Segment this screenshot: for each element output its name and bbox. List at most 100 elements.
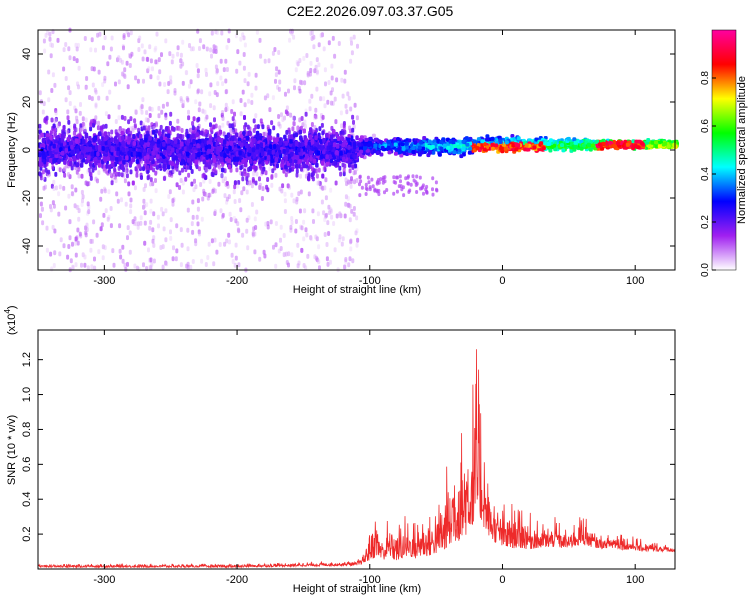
- heat-cell: [79, 102, 82, 107]
- heat-cell: [207, 148, 211, 154]
- heat-cell: [337, 237, 341, 243]
- heat-cell: [300, 164, 304, 170]
- heat-cell: [46, 30, 50, 36]
- heat-cell: [254, 225, 258, 230]
- heat-cell: [149, 155, 154, 161]
- heat-cell: [110, 35, 114, 41]
- heat-cell: [133, 263, 137, 269]
- heat-cell: [296, 61, 300, 67]
- heat-cell: [234, 160, 239, 166]
- heat-cell: [149, 74, 153, 80]
- heat-cell: [71, 241, 74, 247]
- heat-cell: [238, 150, 242, 156]
- heat-cell: [316, 150, 321, 156]
- heat-cell: [86, 265, 90, 271]
- heat-cell: [222, 67, 226, 73]
- heat-cell: [282, 252, 286, 258]
- heat-cell: [302, 55, 306, 61]
- heat-cell: [328, 259, 332, 265]
- heat-cell: [45, 247, 49, 253]
- heat-cell: [156, 75, 160, 81]
- heat-cell: [76, 227, 80, 233]
- heat-cell: [344, 201, 348, 207]
- heat-cell: [243, 115, 246, 120]
- heat-cell: [332, 129, 336, 135]
- heat-cell: [233, 111, 236, 117]
- heat-cell: [290, 216, 294, 221]
- heat-cell: [324, 177, 328, 183]
- heat-cell: [188, 144, 193, 150]
- heat-cell: [178, 134, 183, 140]
- heat-cell: [107, 114, 111, 120]
- heat-cell: [347, 179, 351, 185]
- heat-cell: [242, 52, 246, 57]
- heat-cell: [249, 142, 254, 148]
- heat-cell: [225, 67, 229, 72]
- heat-cell: [355, 215, 359, 221]
- heat-cell: [212, 261, 216, 267]
- heat-cell: [180, 141, 184, 147]
- heat-cell: [60, 150, 65, 156]
- heat-cell: [191, 121, 195, 126]
- heat-cell: [298, 117, 302, 123]
- heat-cell: [48, 150, 52, 156]
- heat-cell: [304, 227, 308, 233]
- heat-cell: [170, 161, 175, 167]
- heat-cell: [161, 129, 165, 135]
- heat-cell: [168, 172, 172, 178]
- heat-cell: [45, 225, 49, 231]
- heat-cell: [247, 98, 251, 104]
- heat-cell: [269, 219, 273, 225]
- heat-cell: [233, 119, 237, 125]
- heat-cell: [169, 229, 172, 235]
- heat-cell: [289, 134, 294, 140]
- heat-cell: [124, 201, 128, 207]
- heat-cell: [208, 179, 212, 184]
- heat-cell: [149, 58, 153, 64]
- heat-cell: [231, 259, 235, 264]
- heat-cell: [178, 170, 182, 176]
- heat-cell: [195, 164, 199, 170]
- heat-cell: [135, 172, 139, 178]
- heat-cell: [171, 256, 175, 262]
- heat-cell: [103, 156, 107, 162]
- heat-cell: [210, 171, 214, 177]
- heat-cell: [295, 168, 299, 174]
- heat-cell: [156, 164, 160, 170]
- heat-cell: [227, 232, 231, 238]
- heat-cell: [98, 131, 102, 137]
- heat-cell: [54, 185, 58, 191]
- heat-cell: [205, 46, 209, 52]
- heat-cell: [75, 58, 79, 64]
- heat-cell: [316, 180, 320, 186]
- heat-cell: [289, 224, 293, 230]
- heat-cell: [231, 116, 235, 122]
- heat-cell: [310, 122, 314, 127]
- heat-cell: [176, 118, 180, 124]
- heat-cell: [53, 82, 57, 88]
- heat-cell: [194, 99, 198, 105]
- heat-cell: [266, 155, 271, 161]
- heat-cell: [202, 178, 206, 184]
- heat-cell: [339, 171, 343, 177]
- heat-cell: [197, 107, 201, 113]
- heat-cell: [84, 117, 88, 123]
- heat-cell: [80, 173, 84, 179]
- heat-cell: [346, 91, 350, 97]
- heat-cell: [172, 168, 176, 174]
- heat-cell: [188, 43, 191, 48]
- heat-cell: [100, 140, 105, 146]
- heat-cell: [280, 188, 284, 194]
- heat-cell: [198, 46, 201, 51]
- heat-cell: [130, 51, 134, 57]
- heat-cell: [303, 119, 307, 125]
- heat-cell: [42, 174, 46, 180]
- heat-cell: [342, 156, 346, 162]
- heat-cell: [295, 59, 299, 65]
- heat-cell: [51, 72, 55, 78]
- heat-cell: [229, 217, 233, 222]
- heat-cell: [128, 160, 133, 166]
- heat-cell: [291, 126, 295, 132]
- heat-cell: [324, 213, 328, 219]
- heat-cell: [271, 50, 275, 56]
